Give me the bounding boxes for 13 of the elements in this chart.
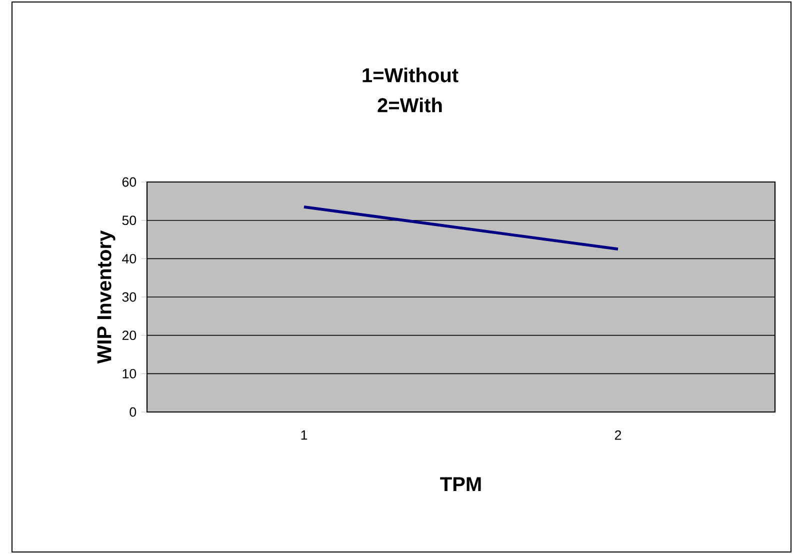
- y-axis-title: WIP Inventory: [97, 230, 116, 364]
- x-tick-label: 2: [614, 430, 622, 440]
- x-tick-label: 1: [301, 430, 308, 440]
- y-tick-label: 50: [122, 216, 136, 226]
- y-tick-label: 10: [122, 368, 136, 378]
- y-tick-label: 0: [130, 407, 136, 417]
- y-tick-label: 40: [122, 254, 136, 264]
- y-tick-label: 20: [122, 330, 136, 340]
- y-tick-label: 30: [122, 292, 136, 302]
- chart-subtitle: 2=With: [378, 98, 442, 112]
- x-axis-title: TPM: [440, 477, 481, 491]
- y-tick-label: 60: [122, 177, 136, 187]
- chart-title: 1=Without: [362, 68, 458, 82]
